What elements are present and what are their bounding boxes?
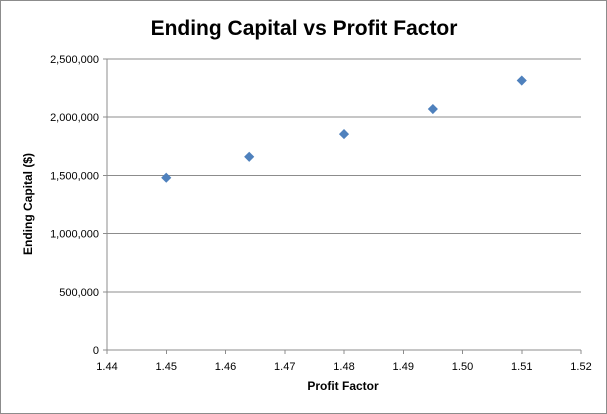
x-tick-label: 1.45: [156, 361, 177, 373]
x-tick-label: 1.48: [333, 361, 354, 373]
tick-labels: 0 500,000 1,000,000 1,500,000 2,000,000 2,500…: [50, 54, 592, 373]
y-tick-label: 1,000,000: [50, 229, 99, 241]
y-tick-label: 0: [93, 345, 99, 357]
chart-title: Ending Capital vs Profit Factor: [151, 17, 458, 40]
x-axis-title: Profit Factor: [307, 379, 379, 393]
y-tick-label: 2,500,000: [50, 54, 99, 66]
x-tick-label: 1.46: [215, 361, 236, 373]
data-point-marker: [338, 129, 350, 140]
data-points: [161, 75, 527, 183]
gridlines: [107, 58, 581, 351]
x-tick-label: 1.44: [96, 361, 117, 373]
x-tick-label: 1.50: [452, 361, 473, 373]
axes: [103, 58, 582, 354]
y-tick-label: 1,500,000: [50, 170, 99, 182]
y-tick-label: 2,000,000: [50, 112, 99, 124]
data-point-marker: [516, 75, 527, 86]
x-tick-label: 1.51: [511, 361, 532, 373]
y-tick-label: 500,000: [59, 287, 99, 299]
x-tick-label: 1.49: [393, 361, 414, 373]
data-point-marker: [161, 172, 172, 183]
x-tick-label: 1.47: [274, 361, 295, 373]
data-point-marker: [427, 103, 438, 115]
data-point-marker: [244, 151, 255, 162]
y-axis-title: Ending Capital ($): [21, 153, 35, 255]
x-tick-label: 1.52: [570, 361, 591, 373]
